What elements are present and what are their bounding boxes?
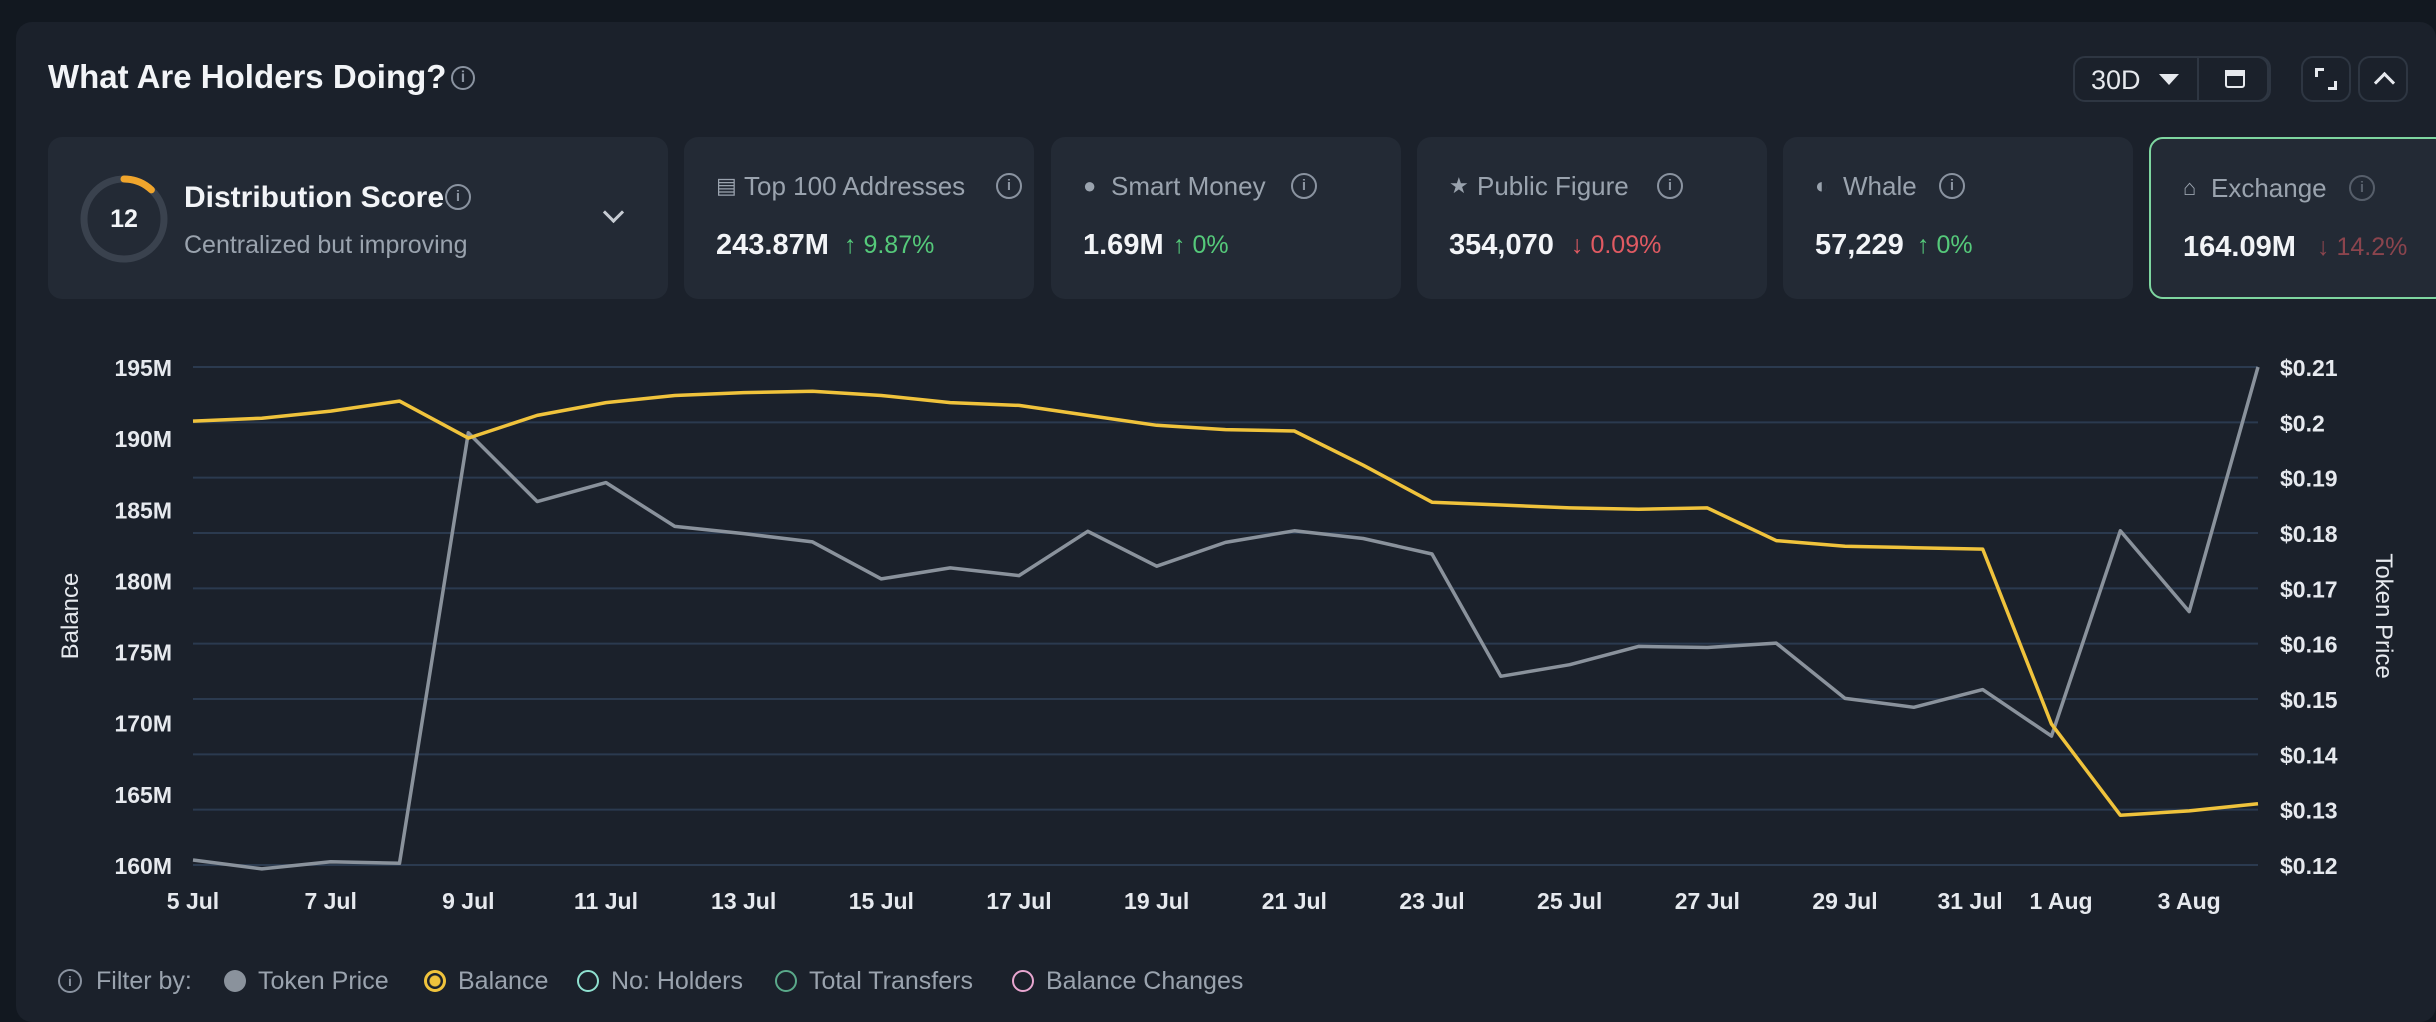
metric-value: 57,229 xyxy=(1815,229,1904,261)
metric-change: ↑ 9.87% xyxy=(844,231,934,260)
metric-card-public-figure[interactable]: ★ Public Figure i 354,070 ↓ 0.09% xyxy=(1417,137,1767,299)
metric-card-whale[interactable]: ◐ Whale i 57,229 ↑ 0% xyxy=(1783,137,2133,299)
info-icon[interactable]: i xyxy=(1939,173,1965,199)
legend-label: Balance xyxy=(458,967,549,995)
metric-change: ↓ 0.09% xyxy=(1571,231,1661,260)
metric-change-value: 9.87% xyxy=(863,231,935,259)
metric-change: ↓ 14.2% xyxy=(2317,233,2407,262)
smart-money-icon: ● xyxy=(1083,173,1097,198)
filter-label: Filter by: xyxy=(96,967,192,995)
info-icon[interactable]: i xyxy=(1657,173,1683,199)
title-info-icon[interactable]: i xyxy=(451,66,475,90)
metric-label: Whale xyxy=(1843,171,1917,201)
fullscreen-icon xyxy=(2315,68,2337,90)
metric-card-top-100[interactable]: ▤ Top 100 Addresses i 243.87M ↑ 9.87% xyxy=(684,137,1034,299)
metric-label: Smart Money xyxy=(1111,171,1266,201)
score-title: Distribution Score xyxy=(184,181,445,214)
metric-card-exchange[interactable]: ⌂ Exchange i 164.09M ↓ 14.2% xyxy=(2149,137,2436,299)
legend-dot xyxy=(424,970,446,992)
metric-value: 243.87M xyxy=(716,229,829,261)
legend-dot xyxy=(577,970,599,992)
legend-label: Token Price xyxy=(258,967,389,995)
metric-label: Public Figure xyxy=(1477,171,1629,201)
metric-change-value: 0% xyxy=(1936,231,1973,259)
arrow-up-icon: ↑ xyxy=(1917,231,1930,259)
info-icon[interactable]: i xyxy=(1291,173,1317,199)
arrow-down-icon: ↓ xyxy=(2317,233,2330,261)
score-subtitle: Centralized but improving xyxy=(184,231,468,259)
metric-change: ↑ 0% xyxy=(1173,231,1229,260)
arrow-down-icon: ↓ xyxy=(1571,231,1584,259)
metric-label: Top 100 Addresses xyxy=(744,171,966,201)
calendar-button[interactable] xyxy=(2197,56,2271,102)
caret-down-icon xyxy=(2159,74,2179,85)
chevron-down-icon[interactable] xyxy=(602,201,625,224)
score-ring xyxy=(80,175,168,263)
panel-title: What Are Holders Doing? xyxy=(48,58,447,95)
wallet-icon: ▤ xyxy=(716,173,737,198)
range-select-value: 30D xyxy=(2091,65,2141,95)
collapse-button[interactable] xyxy=(2358,56,2408,102)
info-icon[interactable]: i xyxy=(2349,175,2375,201)
calendar-icon xyxy=(2225,70,2245,88)
distribution-score-card[interactable]: 12 Distribution Score i Centralized but … xyxy=(48,137,668,299)
metric-card-smart-money[interactable]: ● Smart Money i 1.69M ↑ 0% xyxy=(1051,137,1401,299)
range-select[interactable]: 30D xyxy=(2073,56,2271,102)
metric-label: Exchange xyxy=(2211,173,2327,203)
metric-change-value: 14.2% xyxy=(2336,233,2408,261)
public-figure-icon: ★ xyxy=(1449,173,1469,198)
fullscreen-button[interactable] xyxy=(2301,56,2351,102)
arrow-up-icon: ↑ xyxy=(844,231,857,259)
legend-label: Total Transfers xyxy=(809,967,973,995)
arrow-up-icon: ↑ xyxy=(1173,231,1186,259)
metric-change: ↑ 0% xyxy=(1917,231,1973,260)
legend-dot xyxy=(224,970,246,992)
legend-dot xyxy=(775,970,797,992)
info-icon[interactable]: i xyxy=(996,173,1022,199)
score-value: 12 xyxy=(110,205,138,233)
legend-label: No: Holders xyxy=(611,967,743,995)
filter-info-icon: i xyxy=(58,969,82,993)
bank-icon: ⌂ xyxy=(2183,175,2197,200)
metric-value: 354,070 xyxy=(1449,229,1554,261)
metric-change-value: 0% xyxy=(1192,231,1229,259)
chevron-up-icon xyxy=(2373,71,2396,94)
legend-dot xyxy=(1012,970,1034,992)
score-info-icon[interactable]: i xyxy=(445,184,471,210)
metric-value: 164.09M xyxy=(2183,231,2296,263)
metric-change-value: 0.09% xyxy=(1590,231,1662,259)
legend-label: Balance Changes xyxy=(1046,967,1244,995)
whale-icon: ◐ xyxy=(1815,173,1829,198)
metric-value: 1.69M xyxy=(1083,229,1164,261)
